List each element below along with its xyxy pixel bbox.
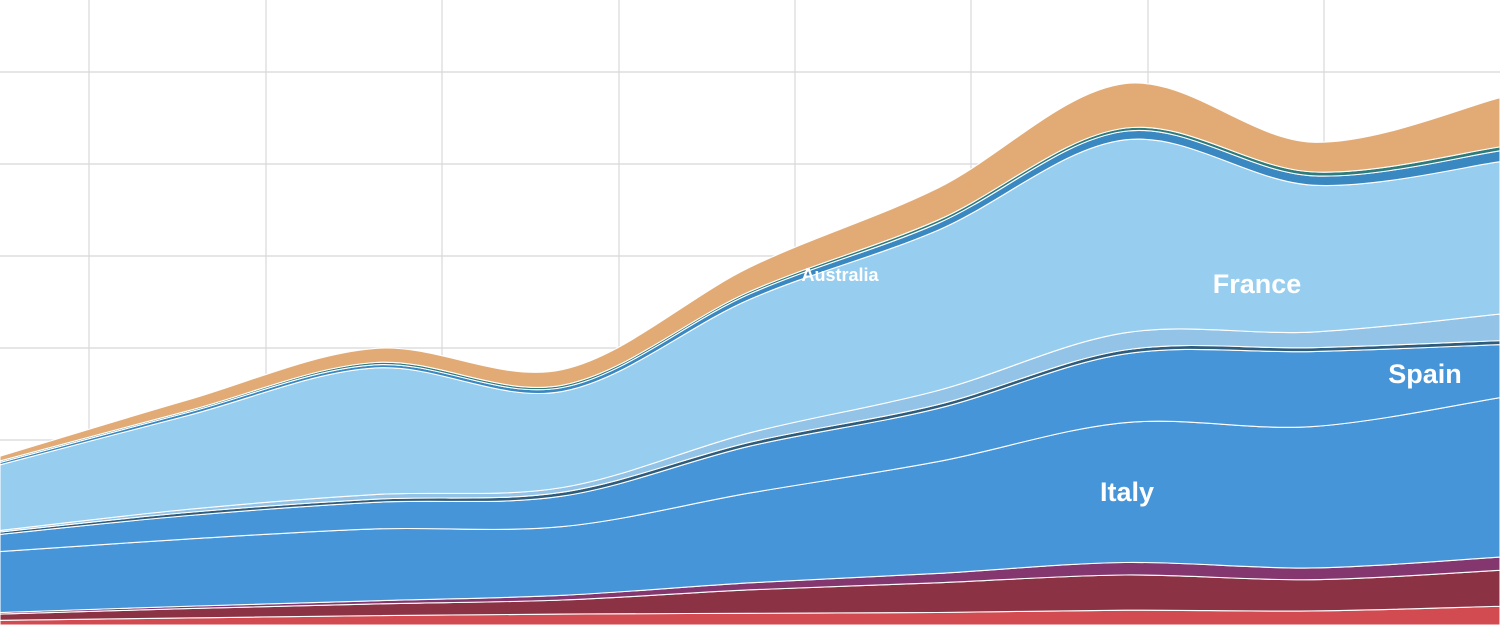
annotation-spain: Spain [1388, 359, 1462, 389]
annotation-australia: Australia [801, 265, 879, 285]
area-series-australia [0, 82, 1500, 462]
annotations: Australia France Spain Italy [801, 265, 1461, 507]
area-layers [0, 82, 1500, 625]
annotation-italy: Italy [1100, 477, 1154, 507]
annotation-france: France [1213, 269, 1302, 299]
